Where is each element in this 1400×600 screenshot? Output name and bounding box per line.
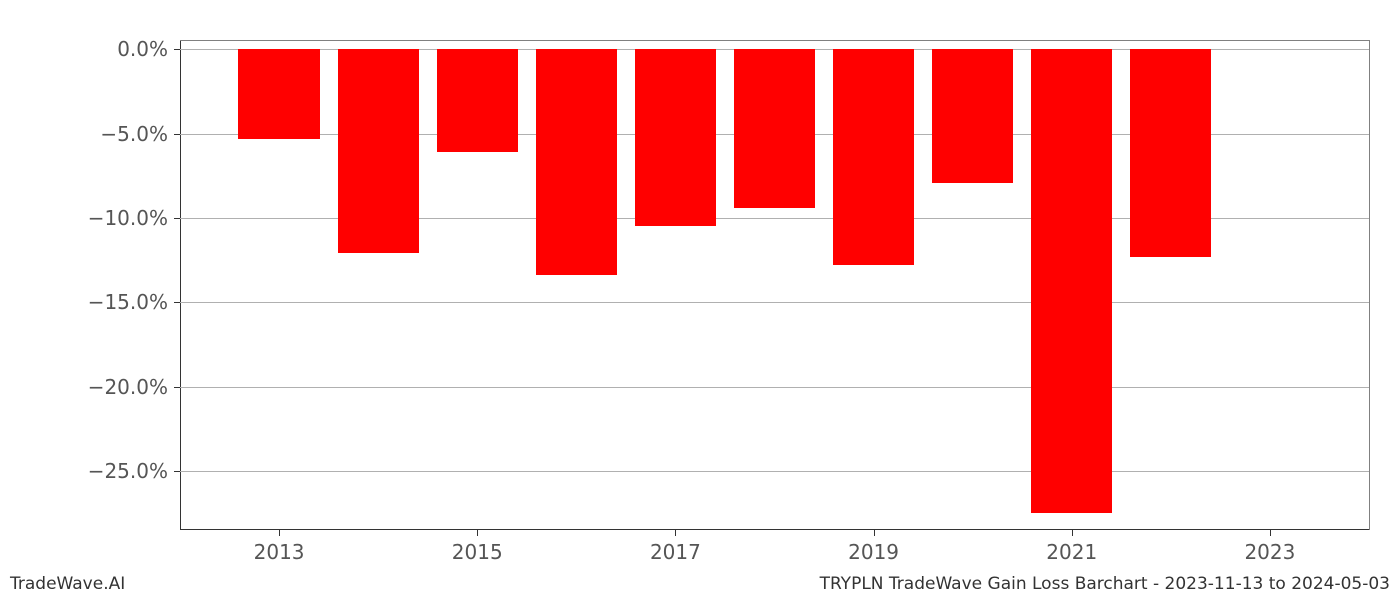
bar-2022 (1130, 49, 1211, 256)
ytick-label: −15.0% (88, 290, 168, 314)
bar-2021 (1031, 49, 1112, 513)
caption-right: TRYPLN TradeWave Gain Loss Barchart - 20… (820, 574, 1390, 594)
bar-2015 (437, 49, 518, 152)
bar-2013 (238, 49, 319, 138)
xtick-label: 2015 (452, 540, 503, 564)
xtick-label: 2021 (1046, 540, 1097, 564)
bar-2018 (734, 49, 815, 208)
watermark-left: TradeWave.AI (10, 574, 125, 594)
bar-2019 (833, 49, 914, 265)
bar-2017 (635, 49, 716, 226)
bar-2016 (536, 49, 617, 275)
xtick-label: 2023 (1244, 540, 1295, 564)
ytick-label: −10.0% (88, 206, 168, 230)
gridline (180, 387, 1369, 388)
plot-area: −25.0%−20.0%−15.0%−10.0%−5.0%0.0%2013201… (180, 40, 1370, 530)
ytick-label: −25.0% (88, 459, 168, 483)
ytick-label: −5.0% (100, 122, 168, 146)
xtick-label: 2019 (848, 540, 899, 564)
ytick-label: −20.0% (88, 375, 168, 399)
ytick-label: 0.0% (117, 37, 168, 61)
bar-2014 (338, 49, 419, 253)
xtick-label: 2017 (650, 540, 701, 564)
xtick-label: 2013 (254, 540, 305, 564)
gridline (180, 471, 1369, 472)
gridline (180, 302, 1369, 303)
bar-2020 (932, 49, 1013, 182)
